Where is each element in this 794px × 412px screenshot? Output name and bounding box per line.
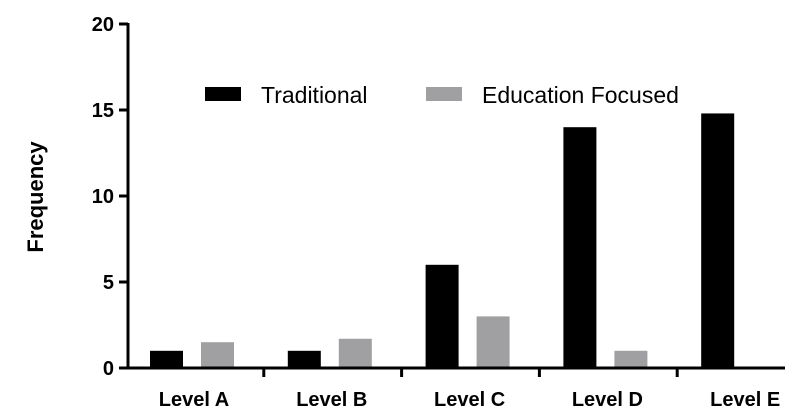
x-tick-label-level-e: Level E (710, 389, 780, 411)
bar-education-focused-level-d (614, 350, 648, 368)
y-tick-label: 20 (92, 14, 114, 36)
legend: Traditional Education Focused (205, 82, 679, 108)
bar-education-focused-level-a (201, 342, 234, 368)
axes-layer: 0 5 10 15 20 Level A Level B Level C Level D Leve… (92, 14, 785, 411)
bar-education-focused-level-c (476, 316, 510, 368)
y-axis-title: Frequency (23, 141, 48, 253)
legend-swatch-traditional (205, 87, 241, 101)
legend-label-traditional: Traditional (261, 82, 368, 108)
y-tick-label: 15 (92, 100, 114, 122)
bar-traditional-level-e (701, 113, 735, 368)
x-tick-label-level-a: Level A (159, 389, 229, 411)
y-tick-label: 0 (103, 358, 114, 380)
bar-traditional-level-d (563, 127, 597, 368)
bars-layer (150, 113, 735, 368)
bar-traditional-level-b (287, 350, 321, 368)
legend-swatch-education-focused (426, 87, 462, 101)
x-tick-label-level-c: Level C (434, 389, 505, 411)
legend-label-education-focused: Education Focused (482, 82, 679, 108)
y-tick-label: 5 (103, 272, 114, 294)
x-tick-label-level-d: Level D (572, 389, 643, 411)
x-tick-label-level-b: Level B (296, 389, 367, 411)
bar-traditional-level-c (425, 264, 459, 368)
y-tick-label: 10 (92, 186, 114, 208)
bar-education-focused-level-b (338, 338, 372, 368)
bar-traditional-level-a (150, 350, 183, 368)
